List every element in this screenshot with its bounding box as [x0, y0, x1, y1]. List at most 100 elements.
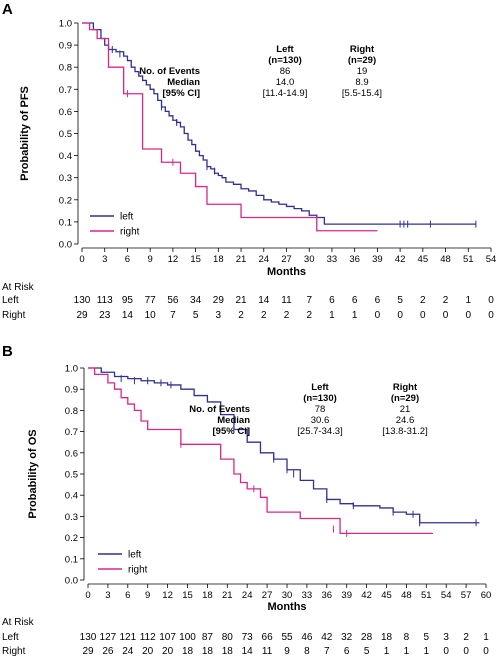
pa-at-risk-value: 23 [99, 310, 111, 321]
pb-at-risk-value: 2 [463, 632, 469, 643]
pa-x-tick-label: 36 [349, 254, 360, 265]
pb-x-tick-label: 12 [162, 590, 173, 601]
pa-at-risk-value: 11 [281, 295, 292, 306]
pa-stats-left-median: 14.0 [276, 77, 295, 88]
panel-b-letter: B [2, 343, 13, 360]
pb-x-tick-label: 24 [242, 590, 253, 601]
pa-x-tick-label: 39 [372, 254, 383, 265]
pb-at-risk-value: 5 [364, 646, 370, 657]
pa-x-tick-label: 24 [258, 254, 269, 265]
pb-at-risk-value: 100 [179, 632, 196, 643]
pb-y-tick-label: 0.6 [65, 448, 78, 459]
pb-at-risk-value: 7 [324, 646, 330, 657]
pb-stats-left-median: 30.6 [311, 415, 330, 426]
pa-legend-label-left: left [120, 212, 134, 223]
pb-km-curve-left [88, 367, 480, 524]
pa-at-risk-value: 0 [465, 310, 471, 321]
pa-x-tick-label: 9 [148, 254, 153, 265]
pa-x-tick-label: 3 [102, 254, 107, 265]
pa-at-risk-value: 2 [420, 295, 426, 306]
pa-at-risk-value: 29 [213, 295, 225, 306]
pb-x-tick-label: 3 [105, 590, 110, 601]
pa-legend-label-right: right [120, 227, 140, 238]
pa-at-risk-row-label-right: Right [2, 310, 26, 321]
pa-at-risk-value: 113 [97, 295, 113, 306]
pb-at-risk-value: 14 [242, 646, 254, 657]
pa-x-tick-label: 18 [213, 254, 224, 265]
pa-at-risk-value: 2 [261, 310, 267, 321]
pb-at-risk-value: 66 [262, 632, 274, 643]
pa-y-tick-label: 0.9 [59, 41, 72, 52]
pa-at-risk-value: 0 [443, 310, 449, 321]
pb-at-risk-value: 9 [284, 646, 290, 657]
pa-at-risk-row-label-left: Left [2, 295, 19, 306]
pa-x-tick-label: 48 [440, 254, 451, 265]
pb-legend-label-left: left [128, 550, 142, 561]
pa-stats-right-header: Right [350, 44, 375, 55]
pb-at-risk-value: 1 [424, 646, 430, 657]
pb-stats-right-header: Right [393, 382, 418, 393]
pa-x-tick-label: 15 [190, 254, 201, 265]
pb-at-risk-value: 20 [142, 646, 154, 657]
pb-at-risk-value: 32 [341, 632, 353, 643]
pa-y-tick-label: 0.4 [59, 151, 72, 162]
pa-x-tick-label: 6 [125, 254, 130, 265]
pa-at-risk-value: 10 [145, 310, 157, 321]
panel-a-letter: A [2, 1, 13, 18]
pa-at-risk-value: 0 [488, 295, 494, 306]
pa-at-risk-value: 130 [74, 295, 91, 306]
pb-x-tick-label: 33 [302, 590, 313, 601]
pa-at-risk-value: 77 [145, 295, 157, 306]
pa-at-risk-value: 56 [167, 295, 179, 306]
pa-x-tick-label: 51 [463, 254, 474, 265]
pb-at-risk-value: 18 [222, 646, 234, 657]
pa-x-tick-label: 12 [168, 254, 179, 265]
pb-at-risk-title: At Risk [2, 617, 35, 628]
pb-at-risk-value: 3 [443, 632, 449, 643]
pa-y-axis-title: Probability of PFS [19, 86, 31, 181]
panel-a-chart: 0.00.10.20.30.40.50.60.70.80.91.00 3 6 9 12 1… [2, 19, 496, 322]
pa-km-curve-right [82, 22, 378, 232]
pb-y-tick-label: 0.8 [65, 406, 78, 417]
pb-x-tick-label: 18 [202, 590, 213, 601]
pa-stats-left-ci: [11.4-14.9] [263, 88, 308, 99]
pb-at-risk-value: 20 [162, 646, 174, 657]
pb-at-risk-value: 18 [182, 646, 194, 657]
pa-y-tick-label: 1.0 [59, 19, 72, 30]
pb-y-tick-label: 0.0 [65, 576, 78, 587]
pb-at-risk-value: 6 [344, 646, 350, 657]
pb-at-risk-value: 11 [262, 646, 273, 657]
pb-at-risk-value: 0 [443, 646, 449, 657]
pa-at-risk-value: 29 [76, 310, 88, 321]
pb-at-risk-value: 18 [381, 632, 393, 643]
panel-b-chart: 0.00.10.20.30.40.50.60.70.80.91.00 3 6 9 12 1… [2, 364, 491, 658]
pb-at-risk-value: 80 [222, 632, 234, 643]
pb-y-tick-label: 1.0 [65, 364, 78, 375]
pa-stats-right-n: (n=29) [348, 55, 376, 66]
pa-y-tick-label: 0.6 [59, 107, 72, 118]
pa-at-risk-value: 95 [122, 295, 134, 306]
pa-at-risk-value: 2 [284, 310, 290, 321]
pb-x-tick-label: 27 [262, 590, 273, 601]
pb-at-risk-value: 18 [202, 646, 214, 657]
pb-at-risk-value: 42 [321, 632, 333, 643]
pb-y-tick-label: 0.2 [65, 533, 78, 544]
pa-at-risk-value: 0 [375, 310, 381, 321]
pa-y-tick-label: 0.7 [59, 85, 72, 96]
pa-stats-right-ci: [5.5-15.4] [342, 88, 382, 99]
pb-at-risk-value: 127 [100, 632, 117, 643]
pa-x-axis-title: Months [267, 266, 306, 278]
pb-km-curve-right [88, 367, 433, 535]
pb-x-tick-label: 51 [421, 590, 432, 601]
pa-at-risk-value: 0 [397, 310, 403, 321]
pa-at-risk-value: 14 [122, 310, 134, 321]
pa-at-risk-title: At Risk [2, 282, 35, 293]
pb-at-risk-value: 87 [202, 632, 214, 643]
pb-at-risk-value: 46 [301, 632, 313, 643]
pa-x-tick-label: 0 [79, 254, 84, 265]
pb-y-axis-title: Probability of OS [27, 429, 39, 518]
pa-km-curve-left [82, 22, 476, 225]
pb-y-tick-label: 0.5 [65, 470, 78, 481]
pa-at-risk-value: 2 [443, 295, 449, 306]
